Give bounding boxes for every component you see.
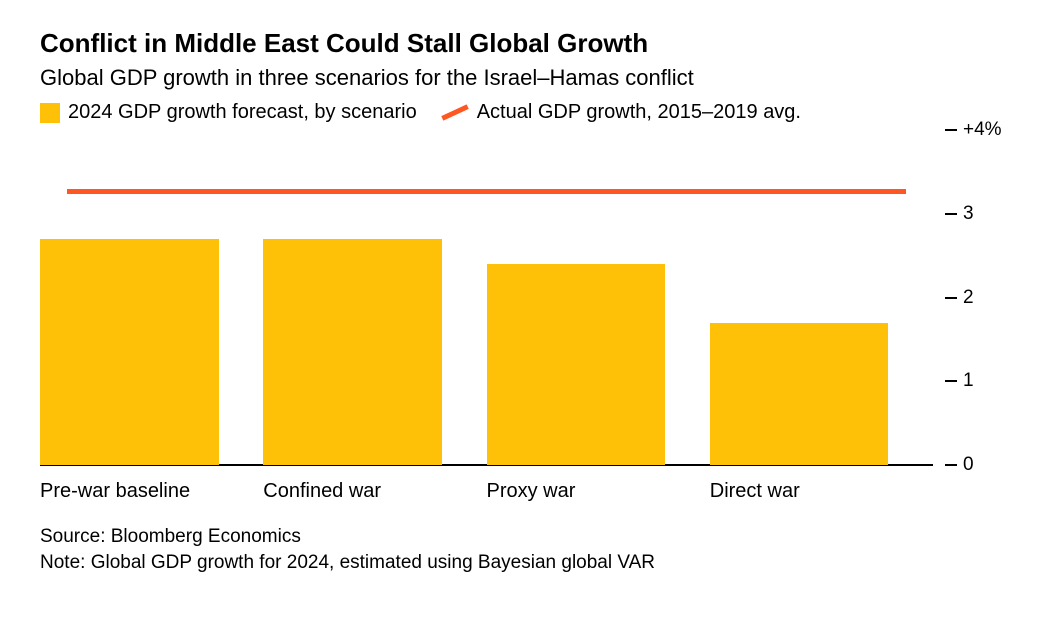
category-label: Pre-war baseline [40,480,190,503]
bar [487,264,666,465]
y-tick: 3 [945,203,1003,225]
y-tick-label: +4% [963,119,1003,141]
legend-item-line: Actual GDP growth, 2015–2019 avg. [441,101,801,124]
chart-footer: Source: Bloomberg Economics Note: Global… [40,524,1003,575]
y-tick-label: 3 [963,203,1003,225]
source-text: Source: Bloomberg Economics [40,524,1003,550]
chart-subtitle: Global GDP growth in three scenarios for… [40,65,1003,91]
tick-mark-icon [945,464,957,466]
y-tick: 1 [945,370,1003,392]
note-text: Note: Global GDP growth for 2024, estima… [40,550,1003,576]
y-axis: +4%3210 [938,130,1003,465]
y-tick-label: 2 [963,287,1003,309]
reference-line [67,189,906,194]
tick-mark-icon [945,213,957,215]
legend-line-label: Actual GDP growth, 2015–2019 avg. [477,101,801,124]
y-tick-label: 1 [963,370,1003,392]
chart-area: +4%3210 Pre-war baselineConfined warProx… [40,130,1003,510]
category-label: Proxy war [487,480,576,503]
tick-mark-icon [945,297,957,299]
legend-bar-label: 2024 GDP growth forecast, by scenario [68,101,417,124]
chart-container: Conflict in Middle East Could Stall Glob… [0,0,1043,595]
line-swatch-icon [441,104,468,120]
tick-mark-icon [945,129,957,131]
x-axis-labels: Pre-war baseline Confined war Proxy war Dir… [40,470,933,510]
y-tick: +4% [945,119,1003,141]
bar [40,239,219,465]
legend-item-bar: 2024 GDP growth forecast, by scenario [40,101,417,124]
legend: 2024 GDP growth forecast, by scenario Ac… [40,101,1003,124]
y-tick: 0 [945,454,1003,476]
bar [263,239,442,465]
bar [710,323,889,465]
category-label: Confined war [263,480,381,503]
plot-area [40,130,933,465]
y-tick-label: 0 [963,454,1003,476]
chart-title: Conflict in Middle East Could Stall Glob… [40,28,1003,59]
bar-swatch-icon [40,103,60,123]
category-label: Direct war [710,480,800,503]
y-tick: 2 [945,287,1003,309]
tick-mark-icon [945,380,957,382]
